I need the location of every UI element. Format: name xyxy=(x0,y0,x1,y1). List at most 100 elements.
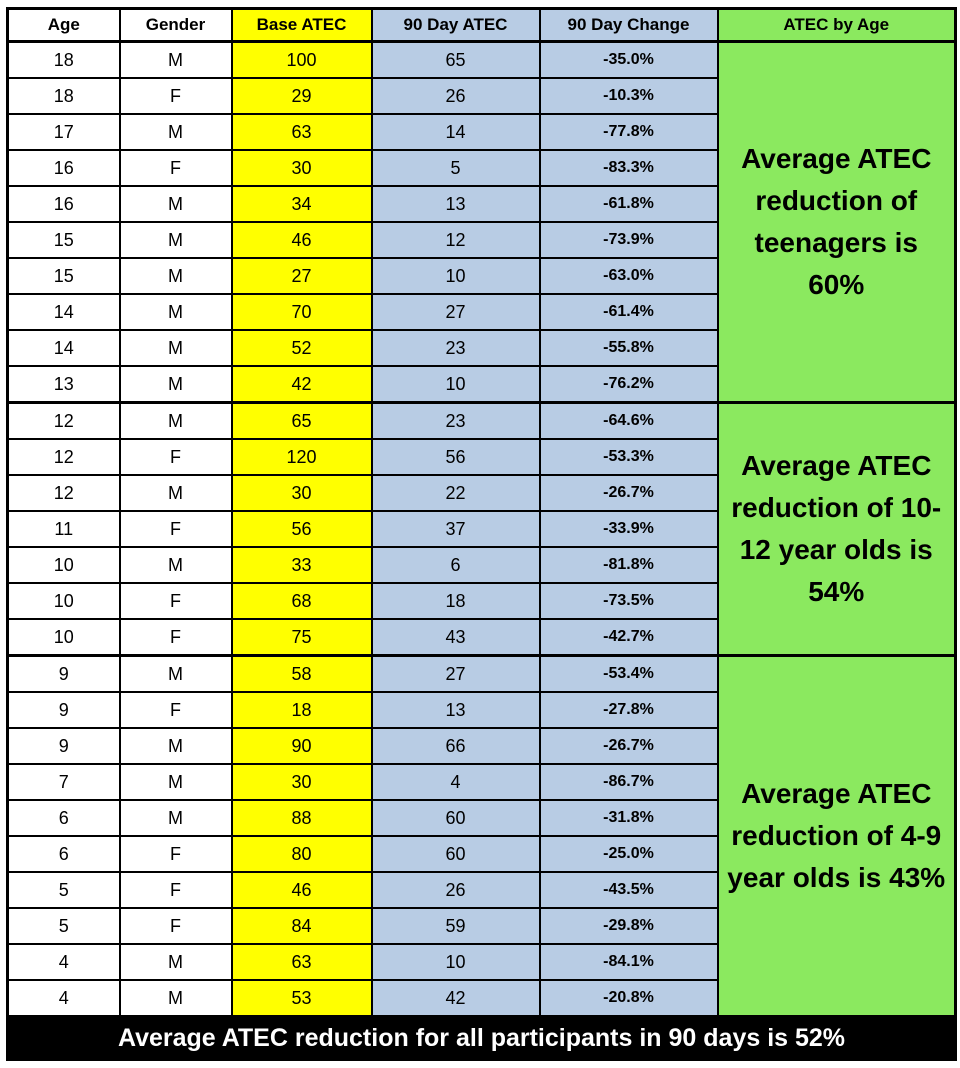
cell-base-atec: 34 xyxy=(230,185,373,223)
table-row: 11 F 56 37 -33.9% xyxy=(6,510,956,548)
cell-90day-atec: 27 xyxy=(370,293,541,331)
header-atec-by-age: ATEC by Age xyxy=(716,7,957,43)
cell-90day-change: -73.5% xyxy=(538,582,719,620)
cell-age: 18 xyxy=(6,77,121,115)
cell-base-atec: 68 xyxy=(230,582,373,620)
cell-90day-change: -10.3% xyxy=(538,77,719,115)
cell-90day-atec: 4 xyxy=(370,763,541,801)
cell-gender: F xyxy=(118,618,233,657)
cell-90day-change: -55.8% xyxy=(538,329,719,367)
cell-90day-change: -42.7% xyxy=(538,618,719,657)
cell-90day-change: -27.8% xyxy=(538,691,719,729)
cell-base-atec: 70 xyxy=(230,293,373,331)
cell-90day-atec: 18 xyxy=(370,582,541,620)
cell-90day-atec: 59 xyxy=(370,907,541,945)
cell-base-atec: 84 xyxy=(230,907,373,945)
table-row: 9 F 18 13 -27.8% xyxy=(6,691,956,729)
cell-age: 5 xyxy=(6,871,121,909)
cell-90day-change: -63.0% xyxy=(538,257,719,295)
cell-90day-atec: 42 xyxy=(370,979,541,1018)
table-row: 10 F 75 43 -42.7% xyxy=(6,618,956,657)
cell-base-atec: 30 xyxy=(230,763,373,801)
cell-gender: M xyxy=(118,185,233,223)
cell-90day-atec: 56 xyxy=(370,438,541,476)
table-row: 15 M 46 12 -73.9% xyxy=(6,221,956,259)
cell-age: 10 xyxy=(6,618,121,657)
cell-base-atec: 27 xyxy=(230,257,373,295)
cell-base-atec: 46 xyxy=(230,221,373,259)
cell-base-atec: 63 xyxy=(230,113,373,151)
cell-base-atec: 63 xyxy=(230,943,373,981)
cell-90day-change: -26.7% xyxy=(538,474,719,512)
cell-age: 4 xyxy=(6,943,121,981)
cell-gender: M xyxy=(118,727,233,765)
cell-90day-change: -33.9% xyxy=(538,510,719,548)
cell-90day-atec: 5 xyxy=(370,149,541,187)
cell-gender: M xyxy=(118,257,233,295)
cell-gender: M xyxy=(118,654,233,693)
cell-age: 14 xyxy=(6,293,121,331)
cell-age: 9 xyxy=(6,691,121,729)
table-row: 15 M 27 10 -63.0% xyxy=(6,257,956,295)
cell-90day-change: -31.8% xyxy=(538,799,719,837)
cell-90day-atec: 12 xyxy=(370,221,541,259)
table-row: 4 M 53 42 -20.8% xyxy=(6,979,956,1018)
cell-90day-atec: 13 xyxy=(370,185,541,223)
cell-base-atec: 53 xyxy=(230,979,373,1018)
header-age: Age xyxy=(6,7,121,43)
cell-base-atec: 18 xyxy=(230,691,373,729)
cell-gender: F xyxy=(118,510,233,548)
cell-90day-atec: 60 xyxy=(370,835,541,873)
cell-90day-change: -26.7% xyxy=(538,727,719,765)
cell-base-atec: 42 xyxy=(230,365,373,404)
cell-90day-atec: 23 xyxy=(370,401,541,440)
table-row: 10 M 33 6 -81.8% xyxy=(6,546,956,584)
table-row: 18 M 100 65 -35.0% Average ATEC reduction of … xyxy=(6,40,957,404)
cell-age: 15 xyxy=(6,257,121,295)
cell-base-atec: 120 xyxy=(230,438,373,476)
cell-90day-change: -83.3% xyxy=(538,149,719,187)
table-row: 16 F 30 5 -83.3% xyxy=(6,149,956,187)
cell-gender: F xyxy=(118,77,233,115)
cell-age: 17 xyxy=(6,113,121,151)
cell-age: 16 xyxy=(6,185,121,223)
table-row: 10 F 68 18 -73.5% xyxy=(6,582,956,620)
cell-age: 12 xyxy=(6,474,121,512)
cell-gender: F xyxy=(118,871,233,909)
cell-base-atec: 75 xyxy=(230,618,373,657)
cell-gender: M xyxy=(118,799,233,837)
cell-base-atec: 30 xyxy=(230,149,373,187)
group-summary: Average ATEC reduction of teenagers is 6… xyxy=(716,40,957,404)
cell-age: 11 xyxy=(6,510,121,548)
cell-gender: F xyxy=(118,582,233,620)
cell-age: 14 xyxy=(6,329,121,367)
cell-90day-atec: 10 xyxy=(370,943,541,981)
cell-age: 10 xyxy=(6,582,121,620)
cell-90day-change: -53.4% xyxy=(538,654,719,693)
cell-90day-atec: 10 xyxy=(370,365,541,404)
table-row: 7 M 30 4 -86.7% xyxy=(6,763,956,801)
table-row: 13 M 42 10 -76.2% xyxy=(6,365,956,404)
cell-gender: F xyxy=(118,691,233,729)
header-90day-atec: 90 Day ATEC xyxy=(370,7,541,43)
cell-age: 16 xyxy=(6,149,121,187)
cell-gender: M xyxy=(118,474,233,512)
table-row: 12 M 65 23 -64.6% Average ATEC reduction of 1… xyxy=(6,401,957,657)
cell-90day-atec: 43 xyxy=(370,618,541,657)
cell-gender: M xyxy=(118,40,233,79)
cell-90day-atec: 37 xyxy=(370,510,541,548)
cell-gender: M xyxy=(118,763,233,801)
cell-gender: M xyxy=(118,979,233,1018)
cell-90day-atec: 26 xyxy=(370,77,541,115)
cell-gender: M xyxy=(118,401,233,440)
cell-90day-atec: 14 xyxy=(370,113,541,151)
cell-90day-change: -29.8% xyxy=(538,907,719,945)
cell-age: 15 xyxy=(6,221,121,259)
atec-table: Age Gender Base ATEC 90 Day ATEC 90 Day … xyxy=(6,7,957,1061)
table-row: 14 M 52 23 -55.8% xyxy=(6,329,956,367)
cell-base-atec: 33 xyxy=(230,546,373,584)
cell-base-atec: 30 xyxy=(230,474,373,512)
cell-90day-atec: 6 xyxy=(370,546,541,584)
cell-gender: F xyxy=(118,907,233,945)
cell-gender: M xyxy=(118,365,233,404)
